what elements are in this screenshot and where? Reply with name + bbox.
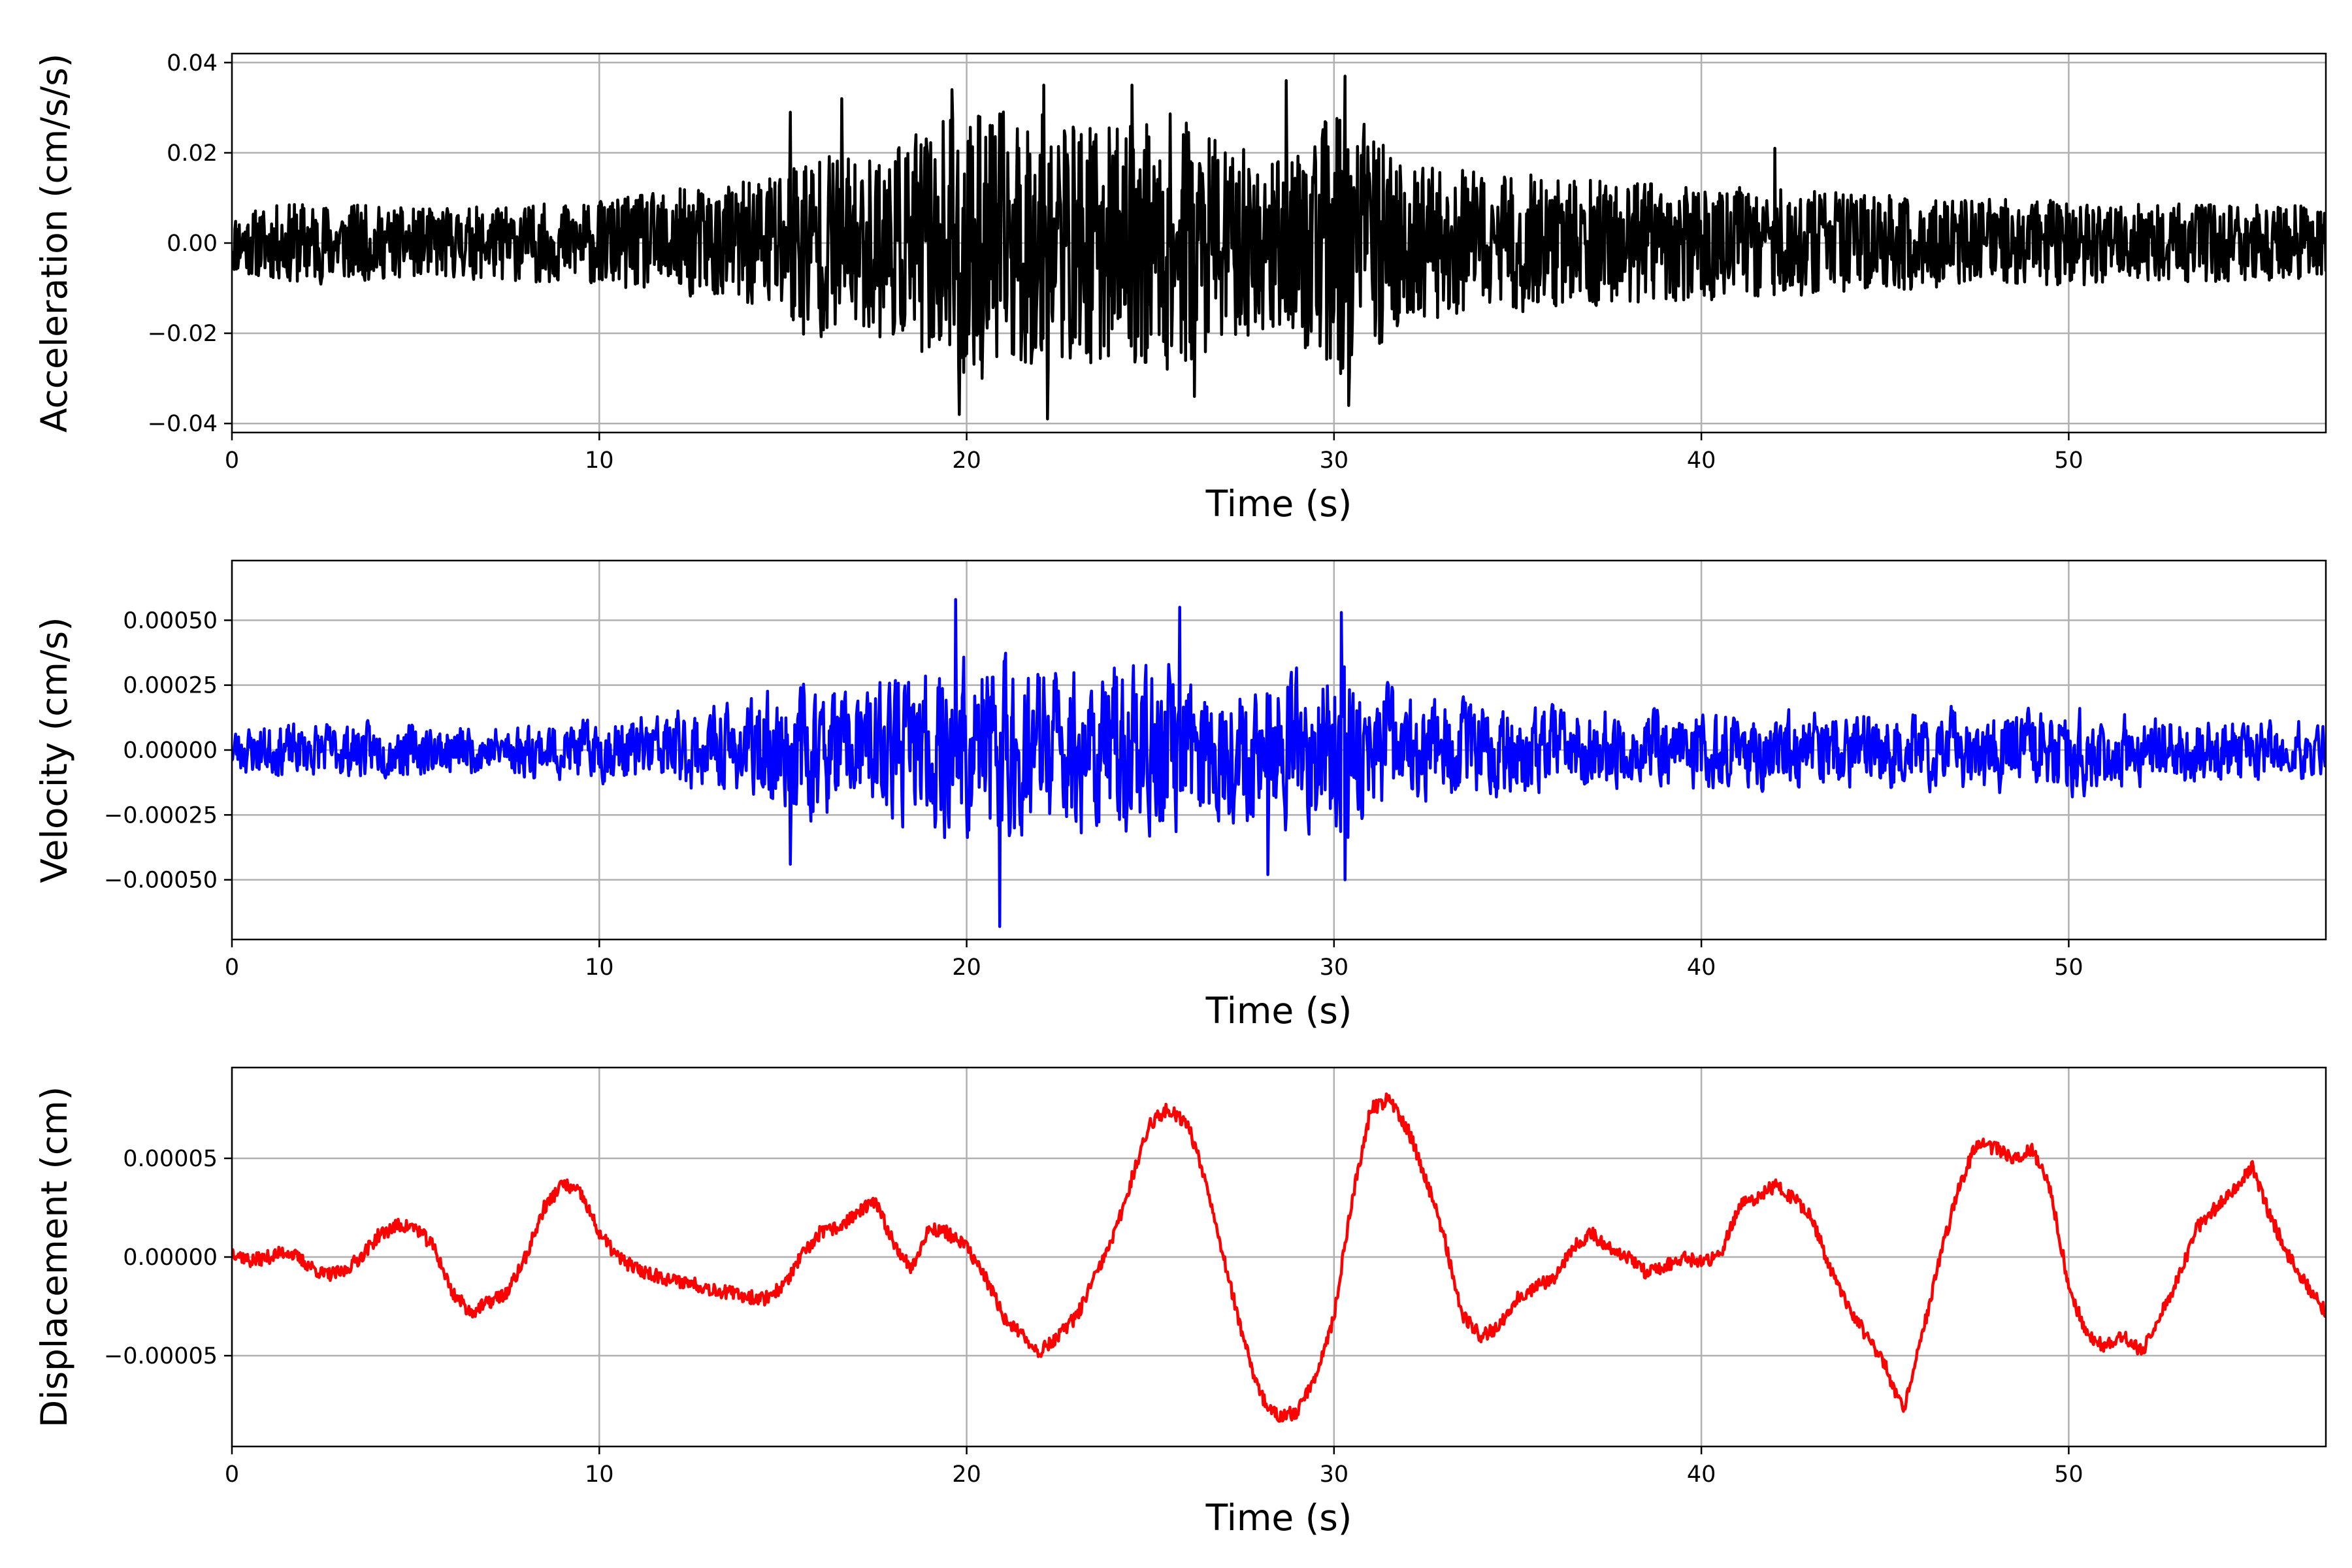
displacement-panel: 0 10 20 30 40 50 −0.00005 0.00000 0.00005 Time (s… [33, 1066, 2327, 1539]
x-tick-label: 20 [952, 1462, 981, 1488]
y-tick-label: −0.00050 [104, 868, 218, 894]
x-axis-label: Time (s) [1205, 1497, 1352, 1539]
y-tick-label: 0.02 [167, 140, 218, 167]
acceleration-trace [232, 74, 2326, 421]
x-tick-label: 0 [225, 1462, 239, 1488]
x-tick-label: 40 [1687, 1462, 1716, 1488]
y-tick-label: 0.00 [167, 231, 218, 257]
y-tick-label: 0.04 [167, 50, 218, 76]
velocity-trace [232, 598, 2326, 928]
x-tick-label: 10 [585, 1462, 614, 1488]
x-tick-label: 20 [952, 448, 981, 474]
x-axis-label: Time (s) [1205, 990, 1352, 1032]
y-tick-label: −0.02 [148, 321, 218, 347]
y-tick-label: −0.00025 [104, 802, 218, 828]
y-tick-label: −0.00005 [104, 1343, 218, 1369]
x-tick-label: 30 [1320, 955, 1349, 981]
x-tick-label: 0 [225, 448, 239, 474]
x-tick-label: 10 [585, 955, 614, 981]
y-tick-label: 0.00005 [123, 1146, 218, 1172]
x-tick-label: 40 [1687, 448, 1716, 474]
velocity-panel: 0 10 20 30 40 50 −0.00050 −0.00025 0.00000 0.0002… [33, 559, 2327, 1032]
y-axis-label: Velocity (cm/s) [33, 617, 75, 883]
x-tick-label: 30 [1320, 1462, 1349, 1488]
acceleration-panel: 0 10 20 30 40 50 −0.04 −0.02 0.00 0.02 0.04 Time (s… [33, 50, 2327, 525]
displacement-trace [232, 1092, 2326, 1423]
x-tick-label: 10 [585, 448, 614, 474]
x-tick-label: 50 [2054, 448, 2083, 474]
y-axis-label: Acceleration (cm/s/s) [33, 54, 75, 433]
y-tick-label: 0.00000 [123, 1245, 218, 1271]
x-tick-label: 50 [2054, 1462, 2083, 1488]
y-tick-label: 0.00050 [123, 608, 218, 634]
x-tick-label: 0 [225, 955, 239, 981]
y-tick-label: 0.00000 [123, 738, 218, 764]
x-tick-label: 50 [2054, 955, 2083, 981]
y-axis-label: Displacement (cm) [33, 1086, 75, 1428]
y-tick-label: −0.04 [148, 411, 218, 437]
x-tick-label: 30 [1320, 448, 1349, 474]
x-axis-label: Time (s) [1205, 483, 1352, 525]
y-tick-label: 0.00025 [123, 673, 218, 699]
x-tick-label: 40 [1687, 955, 1716, 981]
x-tick-label: 20 [952, 955, 981, 981]
